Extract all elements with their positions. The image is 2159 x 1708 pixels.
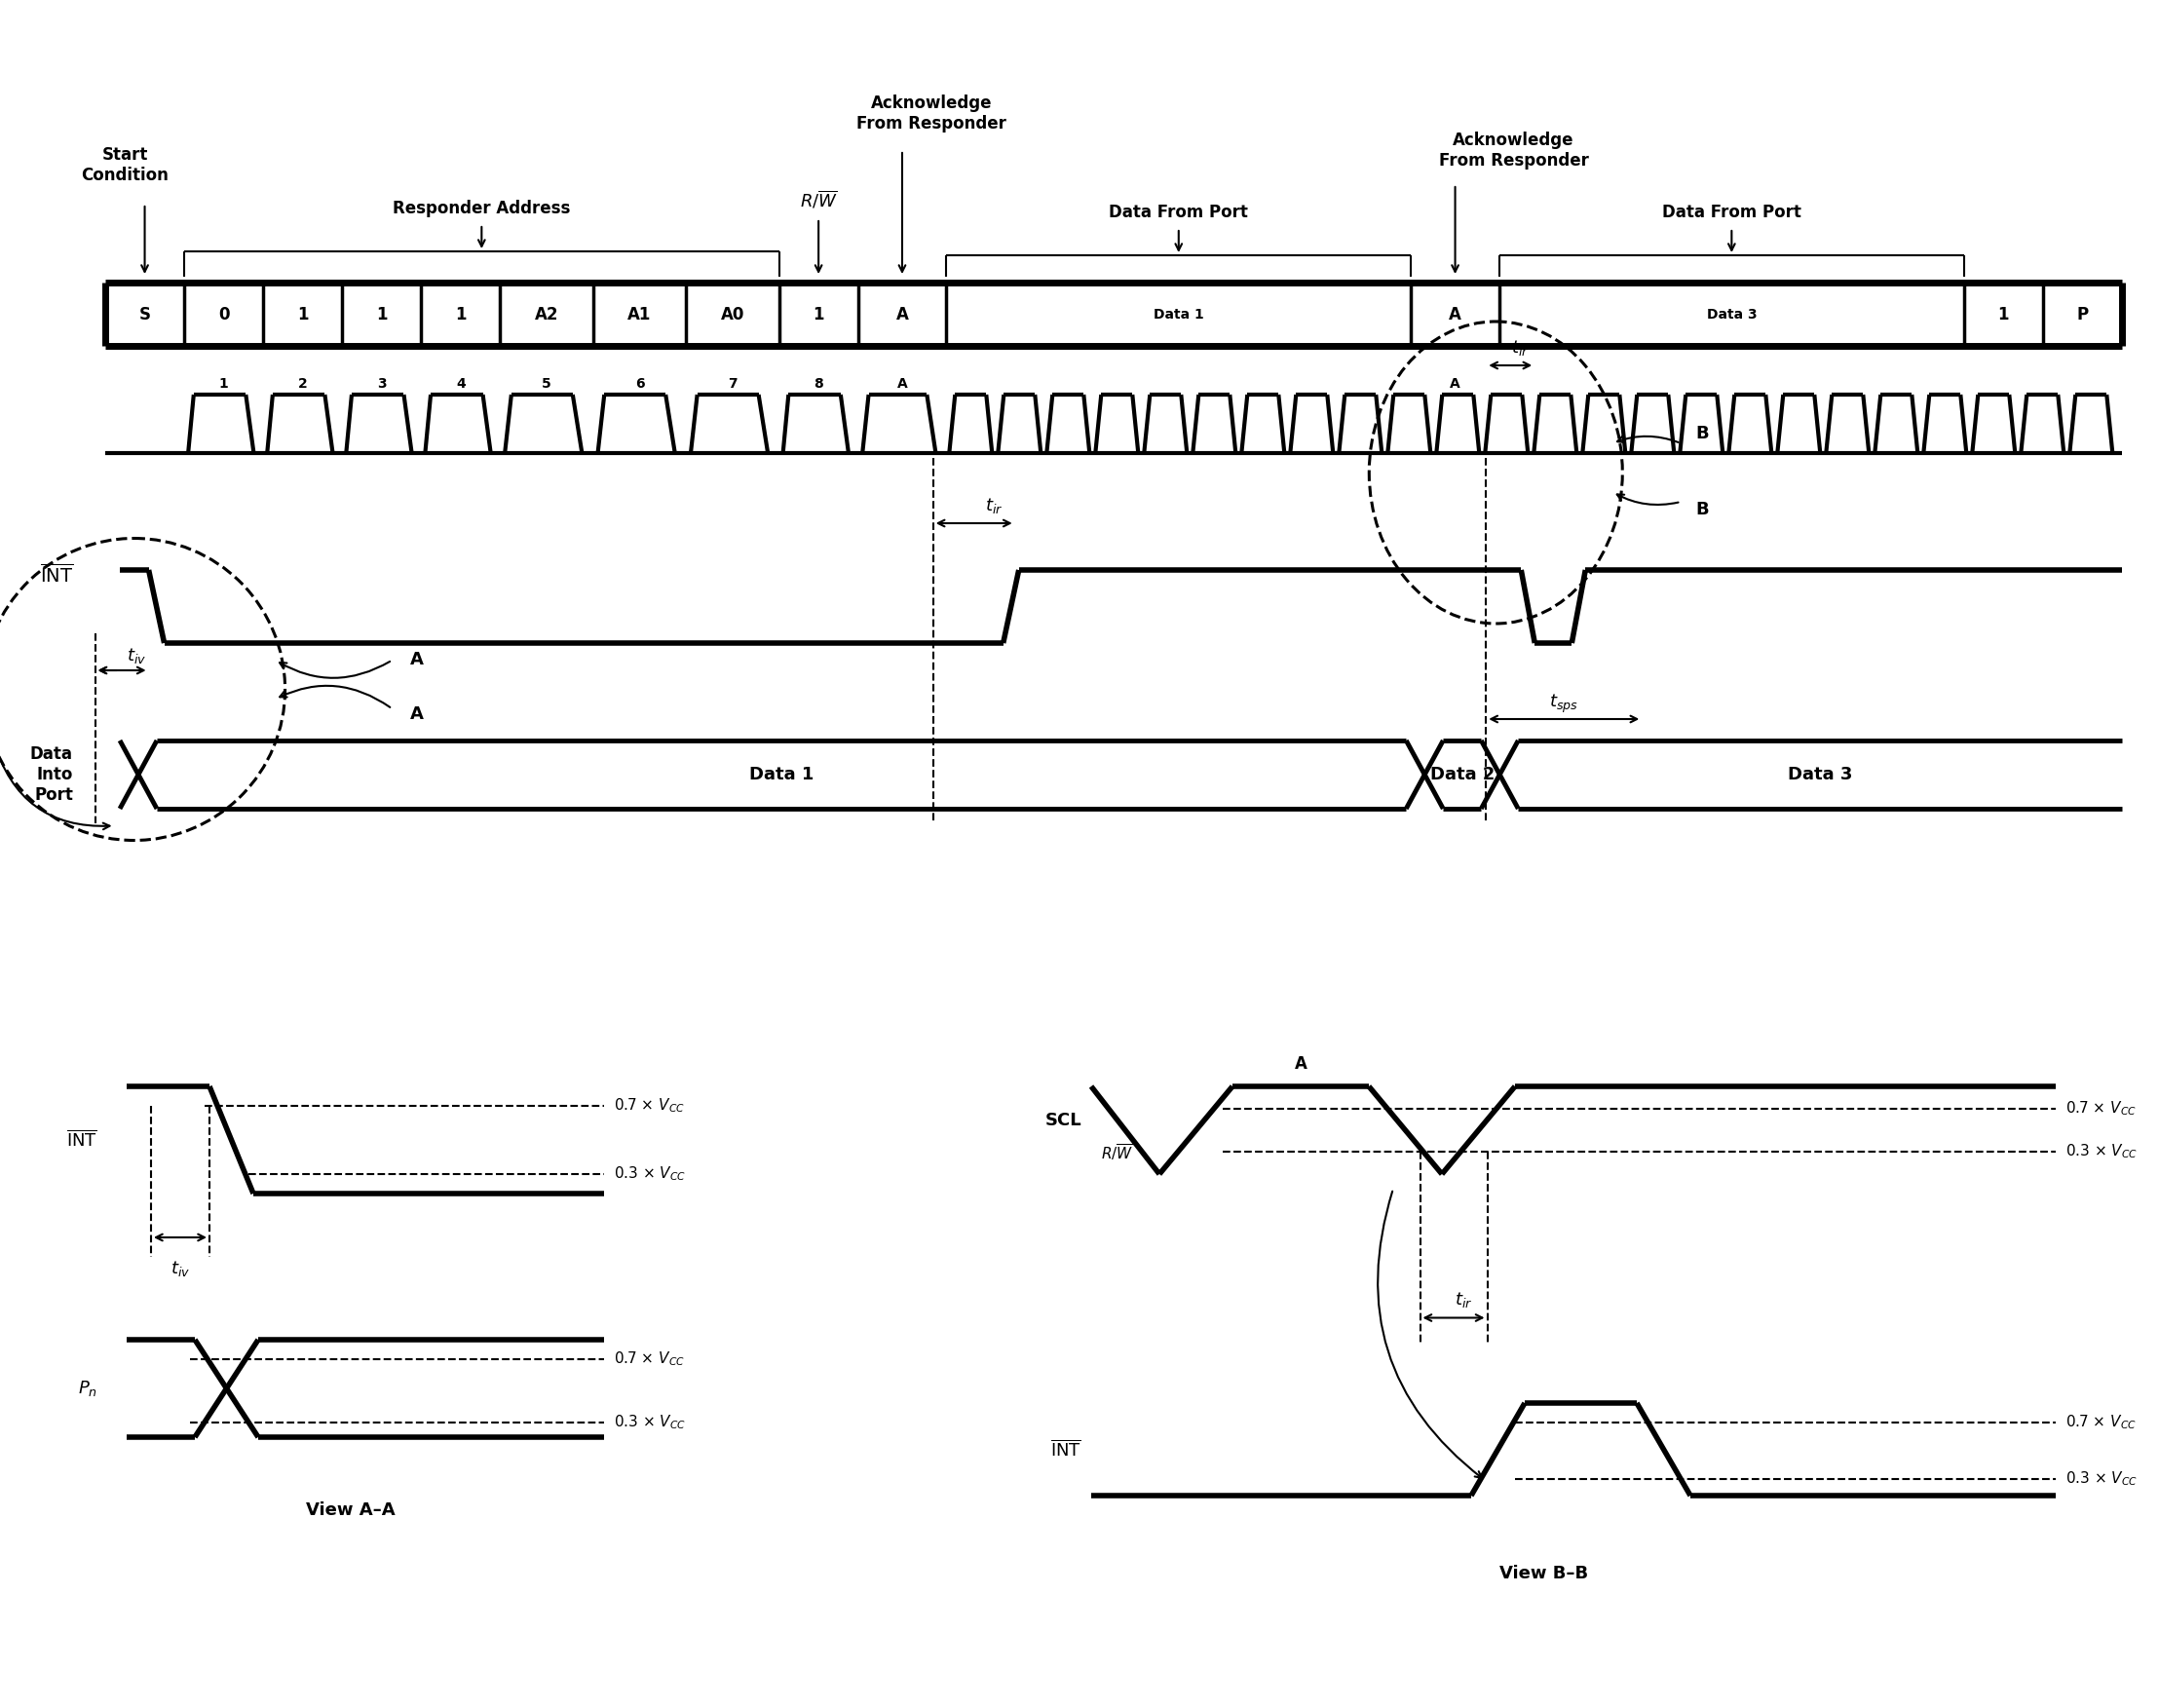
Text: B: B <box>1695 425 1708 442</box>
Text: Acknowledge
From Responder: Acknowledge From Responder <box>1438 132 1589 169</box>
Text: 7: 7 <box>728 377 736 391</box>
Text: 0.3 × $V_{CC}$: 0.3 × $V_{CC}$ <box>613 1165 687 1184</box>
Text: SCL: SCL <box>1045 1112 1082 1129</box>
Text: 3: 3 <box>378 377 386 391</box>
Text: 0.7 × $V_{CC}$: 0.7 × $V_{CC}$ <box>613 1097 684 1115</box>
Text: A: A <box>1295 1056 1306 1073</box>
Text: Data 1: Data 1 <box>1153 307 1205 321</box>
Text: Data 3: Data 3 <box>1706 307 1757 321</box>
Text: A: A <box>896 377 907 391</box>
Text: A: A <box>896 306 909 323</box>
Text: $P_n$: $P_n$ <box>78 1378 97 1399</box>
Text: 0.3 × $V_{CC}$: 0.3 × $V_{CC}$ <box>613 1414 687 1431</box>
Text: B: B <box>1695 500 1708 518</box>
Text: Data 2: Data 2 <box>1429 765 1494 784</box>
Text: A1: A1 <box>628 306 652 323</box>
Text: $R/\overline{W}$: $R/\overline{W}$ <box>799 188 838 210</box>
Text: 0.7 × $V_{CC}$: 0.7 × $V_{CC}$ <box>2066 1100 2137 1119</box>
Text: 0.7 × $V_{CC}$: 0.7 × $V_{CC}$ <box>2066 1414 2137 1431</box>
Text: $\overline{\mathrm{INT}}$: $\overline{\mathrm{INT}}$ <box>1051 1440 1082 1460</box>
Text: 5: 5 <box>542 377 551 391</box>
Text: A0: A0 <box>721 306 745 323</box>
Text: 0: 0 <box>218 306 229 323</box>
Text: 0.7 × $V_{CC}$: 0.7 × $V_{CC}$ <box>613 1349 684 1368</box>
Text: Acknowledge
From Responder: Acknowledge From Responder <box>857 94 1006 133</box>
Text: $t_{ir}$: $t_{ir}$ <box>1455 1291 1472 1310</box>
Text: $t_{iv}$: $t_{iv}$ <box>171 1259 190 1278</box>
Text: Data From Port: Data From Port <box>1662 203 1801 220</box>
Text: P: P <box>2077 306 2088 323</box>
Text: View B–B: View B–B <box>1501 1565 1589 1582</box>
Text: Data From Port: Data From Port <box>1110 203 1248 220</box>
Text: A2: A2 <box>535 306 559 323</box>
Text: 8: 8 <box>814 377 823 391</box>
Text: Data 3: Data 3 <box>1788 765 1852 784</box>
Text: 1: 1 <box>814 306 825 323</box>
Text: A: A <box>410 705 423 722</box>
Text: $t_{sps}$: $t_{sps}$ <box>1550 692 1578 714</box>
Text: 1: 1 <box>376 306 386 323</box>
Text: View A–A: View A–A <box>307 1501 395 1518</box>
Text: 1: 1 <box>456 306 466 323</box>
Text: $\overline{\mathrm{INT}}$: $\overline{\mathrm{INT}}$ <box>67 1129 97 1149</box>
Text: 4: 4 <box>456 377 466 391</box>
Text: $\overline{\mathrm{INT}}$: $\overline{\mathrm{INT}}$ <box>39 564 73 586</box>
Text: 0.3 × $V_{CC}$: 0.3 × $V_{CC}$ <box>2066 1143 2137 1161</box>
Text: $R/\overline{W}$: $R/\overline{W}$ <box>1101 1143 1133 1163</box>
Text: Start
Condition: Start Condition <box>82 147 168 184</box>
Text: 1: 1 <box>218 377 229 391</box>
Text: A: A <box>1451 377 1459 391</box>
Text: Data 1: Data 1 <box>749 765 814 784</box>
Text: $t_{iv}$: $t_{iv}$ <box>127 646 147 666</box>
Text: 1: 1 <box>298 306 309 323</box>
Text: 1: 1 <box>1997 306 2010 323</box>
Text: Responder Address: Responder Address <box>393 200 570 217</box>
Text: A: A <box>1449 306 1462 323</box>
Text: 6: 6 <box>635 377 643 391</box>
Text: $t_{ir}$: $t_{ir}$ <box>1511 338 1529 357</box>
Text: A: A <box>410 651 423 670</box>
Text: 0.3 × $V_{CC}$: 0.3 × $V_{CC}$ <box>2066 1471 2137 1488</box>
Text: S: S <box>138 306 151 323</box>
Text: 2: 2 <box>298 377 307 391</box>
Text: Data
Into
Port: Data Into Port <box>30 746 73 804</box>
Text: $t_{ir}$: $t_{ir}$ <box>985 495 1002 516</box>
